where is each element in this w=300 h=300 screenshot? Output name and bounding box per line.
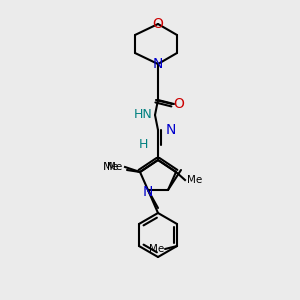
Text: Me: Me [107,162,123,172]
Text: O: O [174,97,184,111]
Text: HN: HN [134,109,152,122]
Text: Me: Me [103,162,119,172]
Text: Me: Me [149,244,165,254]
Text: N: N [166,123,176,137]
Text: N: N [143,185,153,199]
Text: Me: Me [188,175,202,185]
Text: O: O [153,17,164,31]
Text: N: N [153,57,163,71]
Text: H: H [139,139,148,152]
